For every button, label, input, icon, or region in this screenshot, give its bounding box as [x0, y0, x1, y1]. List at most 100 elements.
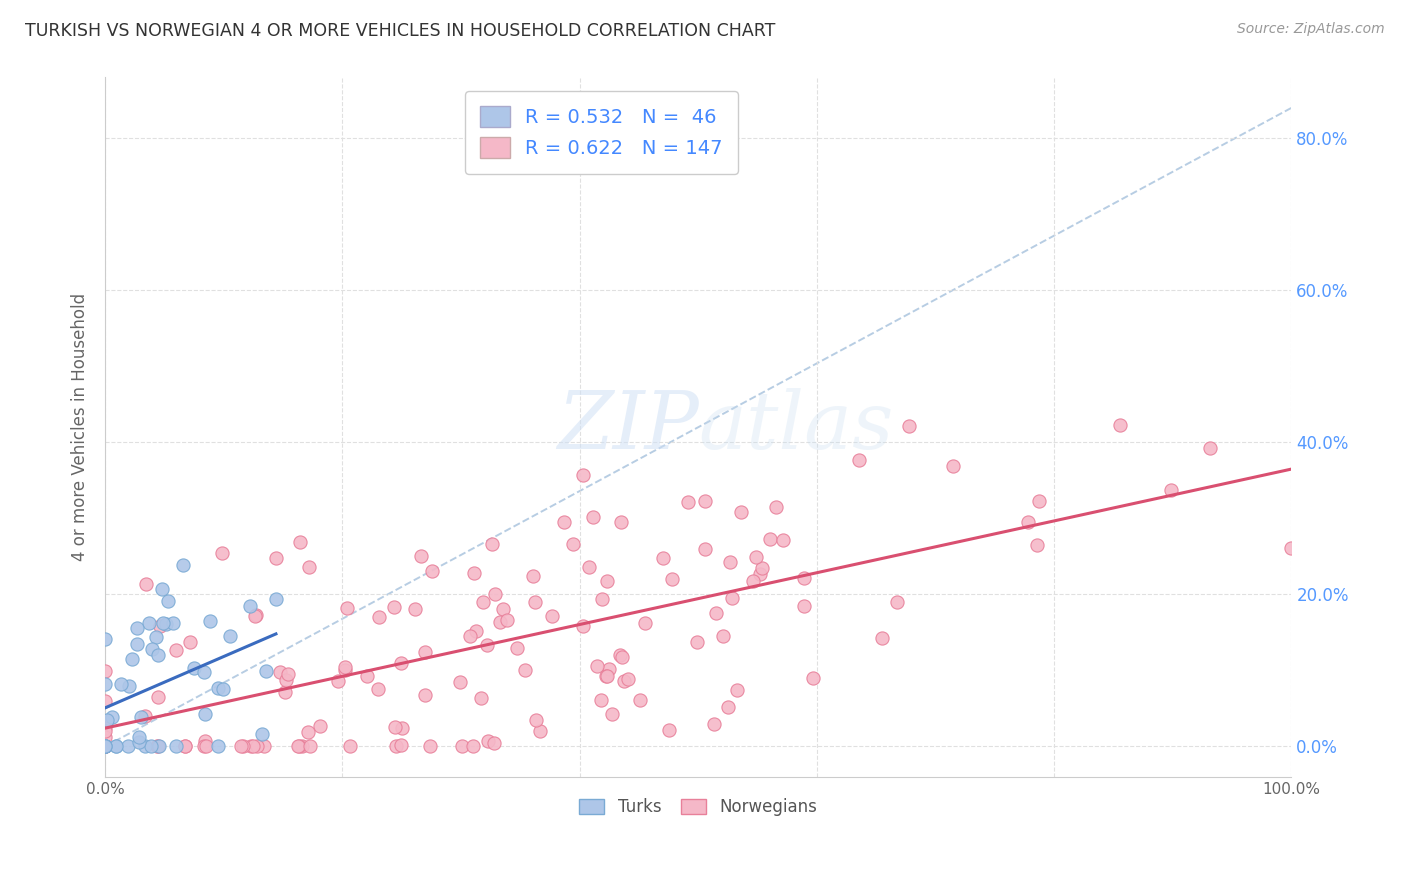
Point — [391, 721, 413, 735]
Point — [562, 537, 585, 551]
Point — [471, 595, 494, 609]
Point — [94, 739, 117, 753]
Point — [148, 619, 170, 633]
Point — [578, 560, 600, 574]
Point — [128, 734, 150, 748]
Point — [609, 515, 631, 529]
Point — [848, 453, 870, 467]
Point — [212, 681, 235, 696]
Point — [194, 706, 217, 721]
Point — [94, 721, 117, 735]
Text: TURKISH VS NORWEGIAN 4 OR MORE VEHICLES IN HOUSEHOLD CORRELATION CHART: TURKISH VS NORWEGIAN 4 OR MORE VEHICLES … — [25, 22, 776, 40]
Point — [94, 739, 117, 754]
Point — [162, 616, 184, 631]
Point — [179, 635, 201, 649]
Point — [571, 468, 593, 483]
Point — [146, 690, 169, 704]
Point — [506, 640, 529, 655]
Point — [207, 739, 229, 754]
Point — [524, 595, 547, 609]
Point — [628, 693, 651, 707]
Point — [413, 645, 436, 659]
Point — [609, 648, 631, 662]
Point — [356, 668, 378, 682]
Point — [409, 549, 432, 563]
Point — [793, 571, 815, 585]
Point — [693, 541, 716, 556]
Point — [239, 599, 262, 614]
Point — [765, 500, 787, 514]
Point — [141, 642, 163, 657]
Point — [193, 739, 215, 754]
Point — [367, 682, 389, 697]
Point — [1199, 441, 1222, 455]
Point — [730, 505, 752, 519]
Point — [489, 615, 512, 630]
Point — [174, 739, 197, 754]
Point — [598, 662, 620, 676]
Point — [200, 614, 222, 628]
Point — [245, 609, 267, 624]
Point — [96, 713, 118, 727]
Point — [333, 660, 356, 674]
Point — [1109, 417, 1132, 432]
Point — [274, 685, 297, 699]
Point — [298, 739, 321, 754]
Point — [633, 616, 655, 631]
Point — [232, 739, 254, 754]
Point — [1028, 494, 1050, 508]
Point — [484, 587, 506, 601]
Point — [389, 738, 412, 752]
Point — [449, 674, 471, 689]
Point — [1026, 538, 1049, 552]
Point — [465, 624, 488, 639]
Point — [1160, 483, 1182, 497]
Point — [146, 739, 169, 754]
Point — [898, 418, 921, 433]
Point — [138, 616, 160, 631]
Y-axis label: 4 or more Vehicles in Household: 4 or more Vehicles in Household — [72, 293, 89, 561]
Point — [195, 739, 218, 754]
Point — [134, 708, 156, 723]
Point — [676, 495, 699, 509]
Point — [470, 691, 492, 706]
Point — [458, 629, 481, 643]
Point — [110, 676, 132, 690]
Point — [194, 734, 217, 748]
Point — [793, 599, 815, 613]
Point — [94, 739, 117, 754]
Point — [384, 720, 406, 734]
Point — [121, 652, 143, 666]
Point — [245, 607, 267, 622]
Point — [725, 683, 748, 698]
Point — [541, 609, 564, 624]
Point — [94, 632, 117, 646]
Point — [572, 619, 595, 633]
Point — [135, 577, 157, 591]
Point — [658, 723, 681, 738]
Point — [326, 674, 349, 689]
Point — [596, 669, 619, 683]
Point — [595, 574, 617, 589]
Point — [759, 532, 782, 546]
Point — [94, 739, 117, 754]
Point — [582, 509, 605, 524]
Point — [150, 582, 173, 596]
Point — [718, 554, 741, 568]
Point — [118, 679, 141, 693]
Point — [385, 739, 408, 754]
Point — [595, 669, 617, 683]
Point — [94, 739, 117, 754]
Point — [613, 673, 636, 688]
Point — [720, 591, 742, 606]
Text: atlas: atlas — [699, 388, 894, 466]
Point — [461, 739, 484, 754]
Point — [242, 739, 264, 754]
Point — [172, 558, 194, 572]
Point — [288, 535, 311, 549]
Point — [751, 561, 773, 575]
Point — [616, 672, 638, 686]
Point — [131, 710, 153, 724]
Point — [141, 739, 163, 754]
Point — [157, 594, 180, 608]
